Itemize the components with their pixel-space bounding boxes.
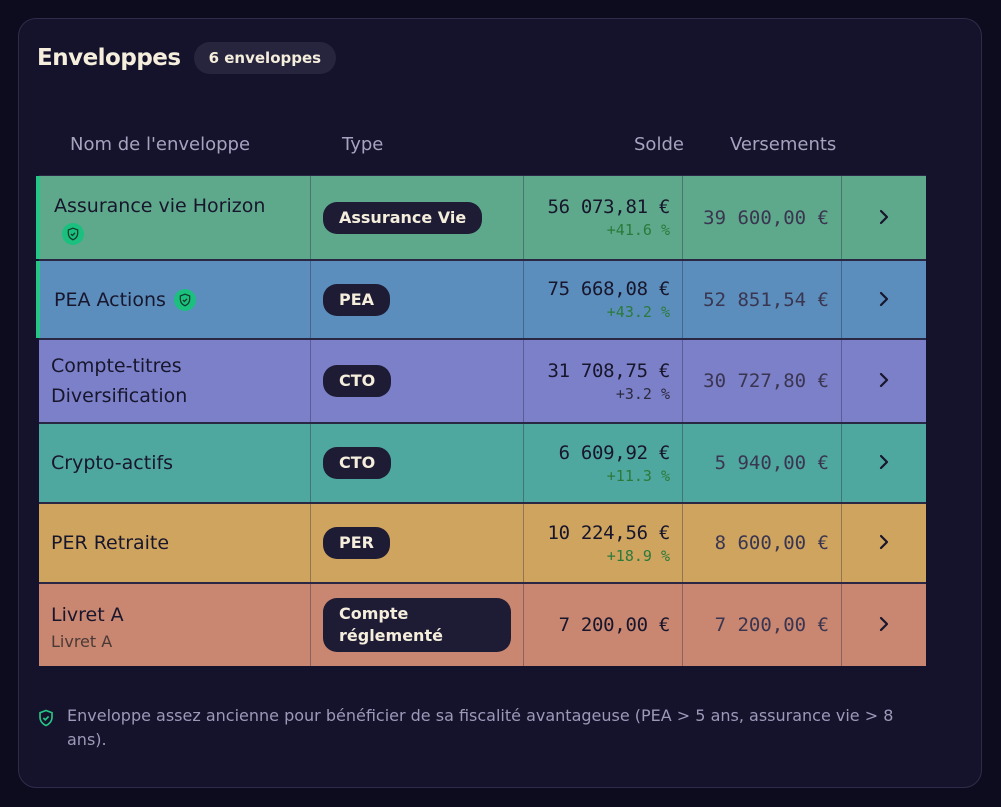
- type-badge: CTO: [323, 447, 392, 479]
- table-row[interactable]: PER Retraite PER 10 224,56 € +18.9 % 8 6…: [39, 504, 926, 584]
- performance-value: +18.9 %: [606, 546, 670, 565]
- solde-value: 31 708,75 €: [547, 359, 670, 382]
- versements-value: 39 600,00 €: [703, 206, 829, 229]
- versements-value: 30 727,80 €: [703, 370, 829, 392]
- table-row[interactable]: Assurance vie Horizon Assurance Vie 56 0…: [36, 175, 926, 261]
- type-badge: CTO: [323, 365, 392, 397]
- footnote: Enveloppe assez ancienne pour bénéficier…: [37, 704, 927, 752]
- table-header: Nom de l'enveloppe Type Solde Versements: [37, 132, 926, 162]
- type-badge: Compte réglementé: [323, 598, 511, 652]
- row-open-button[interactable]: [842, 504, 926, 582]
- chevron-right-icon: [878, 451, 890, 475]
- chevron-right-icon: [878, 531, 890, 555]
- row-open-button[interactable]: [842, 424, 926, 502]
- enveloppe-name: Assurance vie Horizon: [54, 194, 266, 217]
- shield-check-icon: [173, 288, 196, 311]
- shield-check-icon: [37, 704, 57, 752]
- row-open-button[interactable]: [842, 176, 926, 259]
- eligible-accent-bar: [36, 176, 40, 259]
- row-open-button[interactable]: [842, 584, 926, 666]
- table-row[interactable]: Compte-titres Diversification CTO 31 708…: [39, 340, 926, 424]
- enveloppe-subtitle: Livret A: [51, 631, 113, 651]
- chevron-right-icon: [878, 206, 890, 230]
- column-header-versements: Versements: [730, 134, 837, 155]
- versements-value: 8 600,00 €: [714, 532, 829, 554]
- solde-value: 56 073,81 €: [547, 196, 670, 218]
- enveloppe-name: Crypto-actifs: [51, 452, 174, 474]
- column-header-name: Nom de l'enveloppe: [70, 134, 251, 155]
- eligible-accent-bar: [36, 261, 40, 338]
- column-header-solde: Solde: [634, 134, 684, 155]
- solde-value: 75 668,08 €: [547, 278, 670, 300]
- table-row[interactable]: Livret A Livret A Compte réglementé 7 20…: [39, 584, 926, 666]
- solde-value: 10 224,56 €: [547, 521, 670, 544]
- enveloppe-name: Compte-titres Diversification: [51, 355, 188, 407]
- shield-check-icon: [62, 222, 84, 245]
- enveloppes-table: Assurance vie Horizon Assurance Vie 56 0…: [36, 175, 926, 666]
- enveloppe-name: PEA Actions: [54, 288, 166, 311]
- solde-value: 6 609,92 €: [558, 441, 671, 464]
- footnote-text: Enveloppe assez ancienne pour bénéficier…: [67, 706, 894, 749]
- count-badge: 6 enveloppes: [193, 42, 337, 74]
- versements-value: 52 851,54 €: [703, 288, 829, 311]
- performance-value: +11.3 %: [606, 466, 670, 485]
- performance-value: +43.2 %: [606, 303, 670, 321]
- versements-value: 7 200,00 €: [714, 614, 829, 636]
- row-open-button[interactable]: [842, 261, 926, 338]
- card-header: Enveloppes 6 enveloppes: [37, 42, 337, 74]
- table-row[interactable]: PEA Actions PEA 75 668,08 € +43.2 % 52 8…: [36, 261, 926, 340]
- row-open-button[interactable]: [842, 340, 926, 422]
- column-header-type: Type: [342, 134, 384, 155]
- chevron-right-icon: [878, 288, 890, 312]
- table-row[interactable]: Crypto-actifs CTO 6 609,92 € +11.3 % 5 9…: [39, 424, 926, 504]
- performance-value: +41.6 %: [606, 221, 670, 239]
- enveloppe-name: PER Retraite: [51, 532, 170, 554]
- performance-value: +3.2 %: [615, 384, 670, 403]
- type-badge: PER: [323, 527, 390, 559]
- type-badge: Assurance Vie: [323, 201, 483, 234]
- page-title: Enveloppes: [37, 45, 181, 71]
- versements-value: 5 940,00 €: [714, 452, 829, 474]
- chevron-right-icon: [878, 613, 890, 637]
- chevron-right-icon: [878, 369, 890, 393]
- type-badge: PEA: [323, 283, 391, 316]
- solde-value: 7 200,00 €: [558, 614, 671, 636]
- enveloppe-name: Livret A: [51, 603, 124, 626]
